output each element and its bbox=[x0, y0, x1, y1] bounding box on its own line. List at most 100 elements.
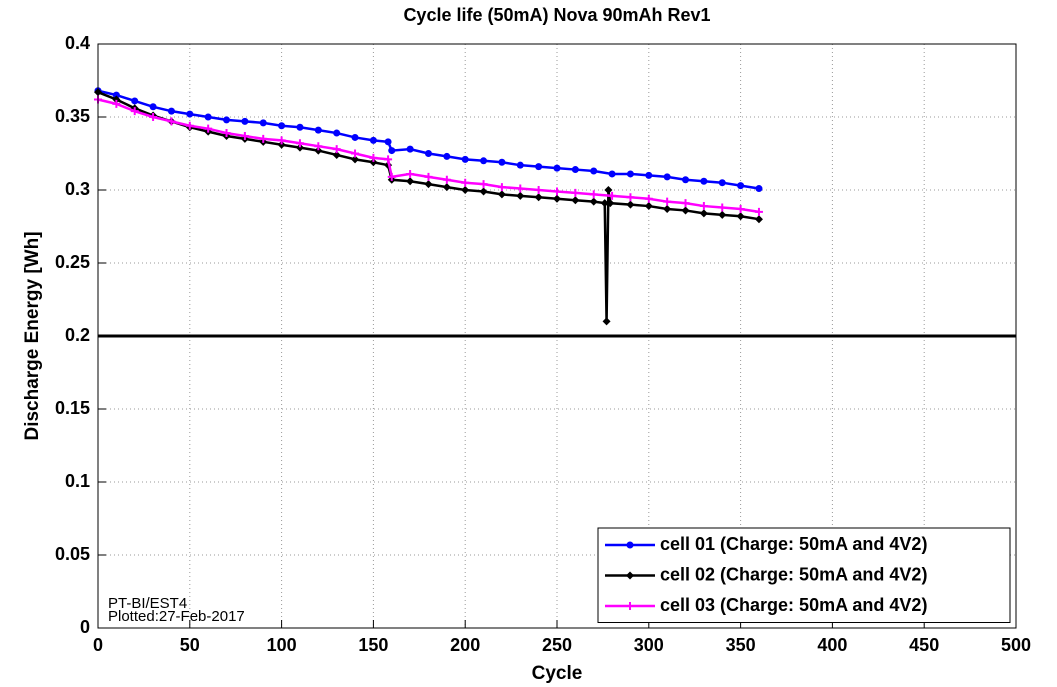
data-point bbox=[681, 206, 690, 215]
y-tick-label: 0 bbox=[80, 617, 90, 637]
data-point bbox=[295, 143, 304, 152]
data-point bbox=[424, 180, 433, 189]
data-point bbox=[718, 203, 727, 212]
x-axis-label: Cycle bbox=[532, 663, 583, 684]
data-point bbox=[277, 136, 286, 145]
chart-title: Cycle life (50mA) Nova 90mAh Rev1 bbox=[403, 5, 710, 25]
data-point bbox=[442, 183, 451, 192]
data-point bbox=[424, 150, 432, 157]
data-point bbox=[737, 182, 745, 190]
y-tick-label: 0.25 bbox=[55, 252, 90, 272]
data-point bbox=[112, 99, 121, 108]
annotation: PT-BI/EST4 bbox=[108, 595, 187, 612]
data-point bbox=[369, 153, 378, 162]
data-point bbox=[259, 134, 268, 143]
data-point bbox=[387, 172, 396, 181]
data-point bbox=[571, 166, 579, 174]
data-point bbox=[314, 142, 323, 151]
data-point bbox=[663, 173, 671, 181]
data-point bbox=[333, 129, 341, 137]
data-point bbox=[369, 136, 377, 144]
data-point bbox=[626, 170, 634, 178]
x-tick-label: 100 bbox=[267, 635, 297, 655]
data-point bbox=[406, 169, 415, 178]
data-point bbox=[497, 183, 506, 192]
legend-marker bbox=[626, 571, 634, 580]
data-point bbox=[608, 191, 617, 200]
plot-frame bbox=[97, 43, 1017, 629]
data-point bbox=[589, 197, 598, 206]
x-tick-label: 400 bbox=[817, 635, 847, 655]
data-point bbox=[626, 193, 635, 202]
data-point bbox=[736, 204, 745, 213]
data-point bbox=[644, 194, 653, 203]
data-point bbox=[167, 107, 175, 115]
data-point bbox=[296, 123, 304, 131]
data-point bbox=[699, 209, 708, 218]
data-point bbox=[424, 172, 433, 181]
data-point bbox=[602, 317, 611, 326]
data-point bbox=[604, 186, 613, 194]
data-point bbox=[754, 207, 763, 216]
x-tick-label: 50 bbox=[180, 635, 200, 655]
data-point bbox=[480, 157, 488, 165]
data-point bbox=[384, 155, 393, 164]
data-point bbox=[590, 167, 598, 175]
data-point bbox=[461, 186, 470, 194]
data-point bbox=[332, 145, 341, 154]
data-point bbox=[149, 103, 157, 111]
data-point bbox=[149, 113, 158, 121]
data-point bbox=[498, 158, 506, 166]
data-point bbox=[497, 190, 506, 199]
data-point bbox=[314, 146, 323, 155]
data-point bbox=[699, 202, 708, 211]
data-point bbox=[608, 170, 616, 178]
legend-box bbox=[597, 527, 1011, 623]
data-point bbox=[755, 185, 763, 193]
data-point bbox=[700, 177, 708, 185]
data-point bbox=[553, 164, 561, 172]
data-point bbox=[600, 199, 609, 208]
data-point bbox=[351, 155, 360, 164]
data-point bbox=[406, 177, 415, 186]
y-tick-label: 0.2 bbox=[65, 325, 90, 345]
data-point bbox=[479, 187, 488, 196]
data-point bbox=[332, 150, 341, 159]
legend-label: cell 01 (Charge: 50mA and 4V2) bbox=[660, 534, 927, 554]
data-point bbox=[278, 122, 286, 130]
legend-marker bbox=[626, 541, 634, 549]
data-point bbox=[314, 126, 322, 134]
y-tick-label: 0.05 bbox=[55, 544, 90, 564]
data-point bbox=[516, 161, 524, 169]
data-point bbox=[681, 199, 690, 208]
data-point bbox=[682, 176, 690, 184]
data-point bbox=[442, 175, 451, 184]
data-point bbox=[663, 204, 672, 213]
data-point bbox=[606, 199, 615, 208]
data-point bbox=[241, 117, 249, 125]
x-tick-label: 450 bbox=[909, 635, 939, 655]
x-tick-label: 200 bbox=[450, 635, 480, 655]
data-point bbox=[406, 145, 414, 153]
data-point bbox=[644, 202, 653, 211]
data-point bbox=[384, 138, 392, 146]
data-point bbox=[186, 110, 194, 118]
data-point bbox=[369, 158, 378, 167]
y-tick-label: 0.1 bbox=[65, 471, 90, 491]
data-point bbox=[388, 147, 396, 155]
data-point bbox=[663, 197, 672, 206]
data-point bbox=[553, 194, 561, 203]
data-point bbox=[204, 124, 213, 133]
data-point bbox=[571, 196, 580, 205]
data-point bbox=[277, 140, 286, 149]
data-point bbox=[461, 155, 469, 163]
data-point bbox=[167, 117, 176, 126]
y-tick-label: 0.3 bbox=[65, 179, 90, 199]
data-point bbox=[553, 187, 561, 196]
legend-marker bbox=[626, 602, 634, 610]
data-point bbox=[736, 212, 745, 221]
data-point bbox=[645, 171, 653, 179]
legend-label: cell 02 (Charge: 50mA and 4V2) bbox=[660, 564, 927, 584]
